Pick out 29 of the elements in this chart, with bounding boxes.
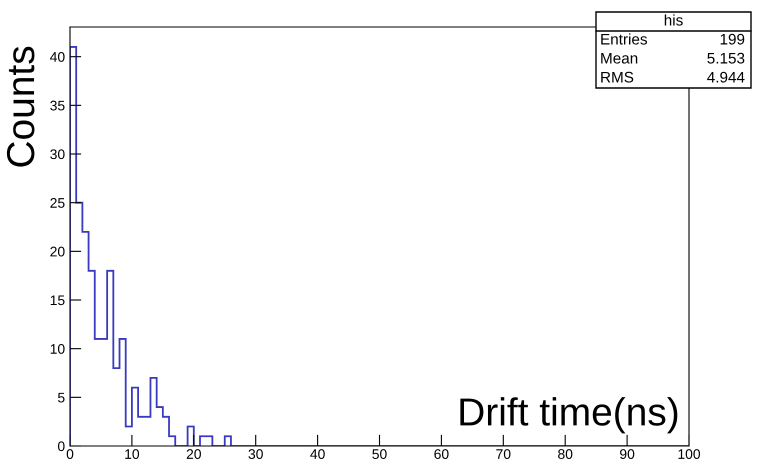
x-tick-label: 40 [310,449,325,459]
y-axis-title: Counts [6,46,34,167]
x-tick-label: 60 [434,449,449,459]
x-tick-label: 30 [248,449,263,459]
y-tick-label: 25 [50,198,65,208]
y-tick-label: 0 [58,441,65,452]
y-tick-label: 10 [50,344,65,354]
y-tick-label: 30 [50,149,65,160]
x-tick-label: 10 [125,449,140,459]
text: his [664,14,683,26]
x-tick-label: 90 [620,449,634,459]
x-tick-label: 0 [66,449,74,459]
y-tick-label: 20 [50,246,65,257]
annotation: Mean [601,52,638,64]
annotation: RMS [601,72,634,83]
x-tick-label: 100 [678,449,700,459]
y-tick-label: 5 [58,392,65,403]
y-tick-label: 35 [50,100,65,111]
x-tick-label: 20 [186,449,201,459]
x-tick-label: 50 [372,449,387,459]
x-tick-label: 80 [558,449,572,459]
x-axis-title: Drift time(ns) [460,397,678,434]
text: 5.153 [707,52,744,64]
y-tick-label: 15 [50,295,65,306]
annotation: Entries [601,33,647,45]
text: 199 [720,34,744,45]
text: 4.944 [707,72,745,83]
y-tick-label: 40 [50,52,65,62]
x-tick-label: 70 [496,449,510,459]
